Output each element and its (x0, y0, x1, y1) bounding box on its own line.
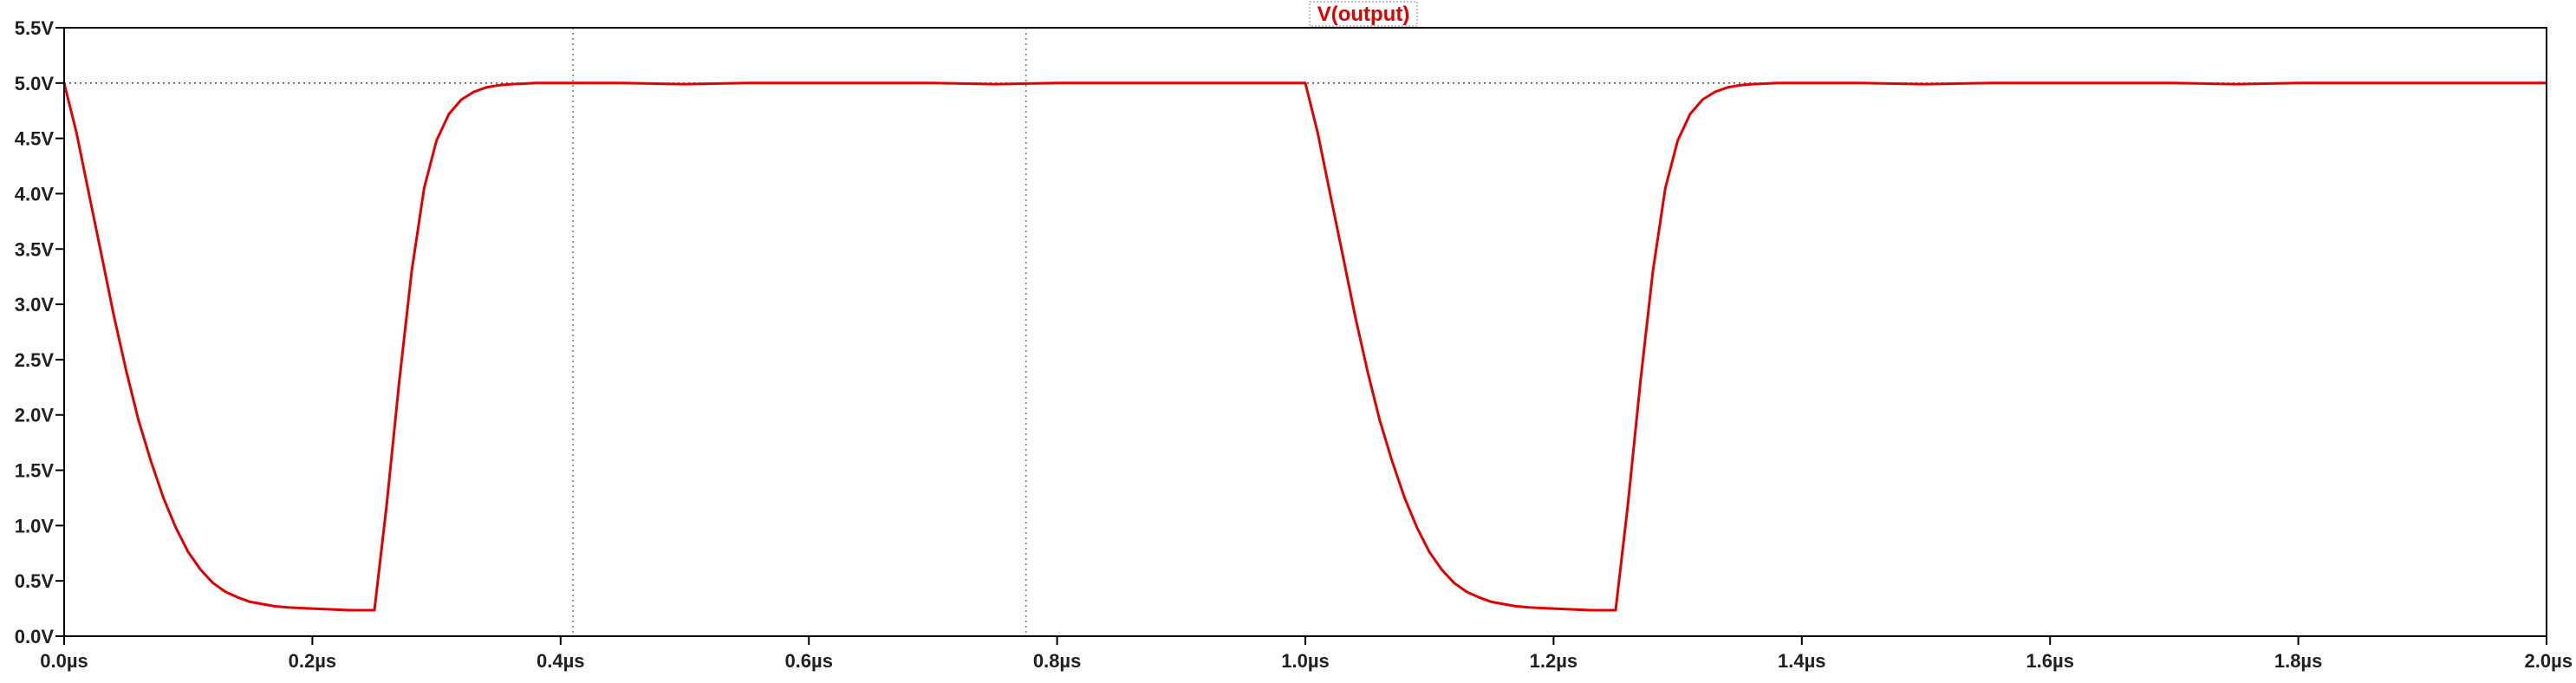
x-tick-label: 1.8µs (2274, 650, 2323, 672)
y-tick-label: 2.0V (15, 405, 55, 426)
y-tick-label: 4.5V (15, 128, 55, 150)
y-tick-label: 1.5V (15, 460, 55, 482)
trace-title-box (1309, 1, 1418, 27)
trace-title[interactable]: V(output) (1317, 3, 1410, 26)
trace-layer (62, 81, 2547, 612)
y-tick-label: 1.0V (15, 515, 55, 537)
x-tick-label: 0.6µs (784, 650, 833, 672)
x-tick-label: 0.0µs (40, 650, 88, 672)
y-axis: 0.0V 0.5V 1.0V 1.5V 2.0V 2.5V 3.0V 3.5V 4.0V 4.5V… (15, 17, 64, 647)
x-tick-label: 1.4µs (1778, 650, 1826, 672)
x-tick-label: 1.6µs (2026, 650, 2074, 672)
y-tick-label: 0.5V (15, 570, 55, 592)
y-tick-label: 4.0V (15, 183, 55, 205)
x-tick-label: 0.2µs (289, 650, 337, 672)
y-tick-label: 2.5V (15, 349, 55, 371)
x-tick-label: 1.2µs (1530, 650, 1578, 672)
y-tick-label: 5.0V (15, 73, 55, 94)
x-tick-label: 2.0µs (2525, 650, 2573, 672)
x-tick-label: 0.4µs (537, 650, 585, 672)
y-tick-label: 3.5V (15, 238, 55, 260)
series-line-1 (62, 81, 2547, 612)
x-tick-label: 0.8µs (1033, 650, 1082, 672)
y-tick-label: 0.0V (15, 626, 55, 647)
y-tick-label: 5.5V (15, 17, 55, 39)
x-axis: 0.0µs 0.2µs 0.4µs 0.6µs 0.8µs 1.0µs 1.2µs 1.4µs… (40, 636, 2573, 672)
trace-title-group[interactable]: V(output) (1309, 1, 1418, 27)
x-tick-label: 1.0µs (1281, 650, 1330, 672)
y-tick-label: 3.0V (15, 294, 55, 315)
